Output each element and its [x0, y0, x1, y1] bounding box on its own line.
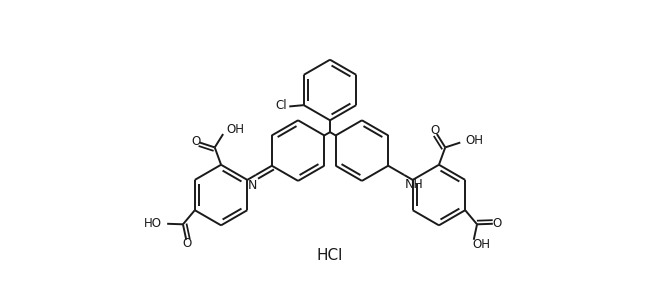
Text: HO: HO: [144, 217, 162, 230]
Text: O: O: [191, 135, 201, 148]
Text: OH: OH: [226, 123, 244, 136]
Text: HCl: HCl: [317, 249, 343, 264]
Text: OH: OH: [473, 238, 490, 251]
Text: O: O: [182, 237, 191, 250]
Text: Cl: Cl: [275, 99, 286, 112]
Text: O: O: [492, 217, 502, 230]
Text: N: N: [248, 179, 257, 192]
Text: NH: NH: [405, 178, 424, 191]
Text: OH: OH: [465, 134, 483, 147]
Text: O: O: [430, 124, 440, 137]
